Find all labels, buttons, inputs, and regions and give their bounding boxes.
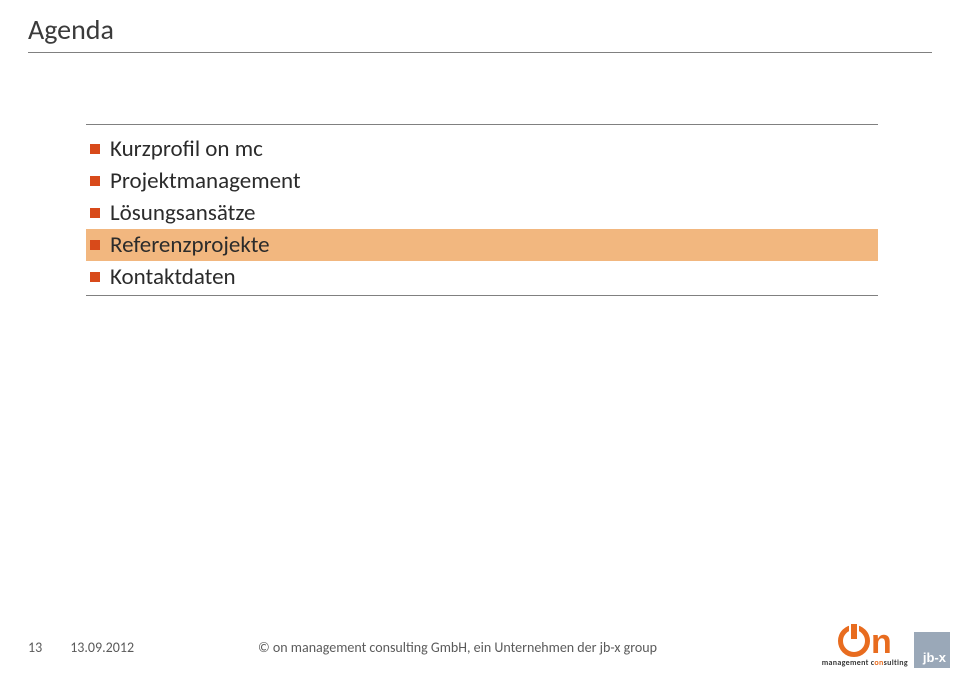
logo-jbx-label: jb-x — [923, 650, 946, 665]
square-bullet-icon — [90, 144, 100, 154]
logo-sub-post: sulting — [884, 658, 908, 668]
square-bullet-icon — [90, 208, 100, 218]
agenda-item: Projektmanagement — [86, 165, 878, 197]
list-divider-bottom — [86, 295, 878, 296]
agenda-item-label: Lösungsansätze — [110, 199, 255, 227]
agenda-item: Lösungsansätze — [86, 197, 878, 229]
logo-jbx: jb-x — [914, 632, 950, 668]
slide: Agenda Kurzprofil on mc Projektmanagemen… — [0, 0, 960, 674]
agenda-list: Kurzprofil on mc Projektmanagement Lösun… — [86, 124, 878, 296]
logo-subtitle: management consulting — [822, 658, 908, 668]
logo-on-mark: n — [838, 625, 892, 657]
footer-copyright: © on management consulting GmbH, ein Unt… — [258, 639, 657, 656]
agenda-item-label: Kurzprofil on mc — [110, 135, 263, 163]
footer: 13 13.09.2012 © on management consulting… — [28, 639, 932, 656]
list-divider-top — [86, 124, 878, 125]
agenda-item: Kurzprofil on mc — [86, 133, 878, 165]
agenda-item-label: Referenzprojekte — [110, 231, 270, 259]
agenda-item: Kontaktdaten — [86, 261, 878, 293]
title-divider — [28, 52, 932, 53]
square-bullet-icon — [90, 176, 100, 186]
page-title: Agenda — [28, 12, 114, 47]
footer-date: 13.09.2012 — [70, 639, 134, 656]
logo-on: n management consulting — [822, 625, 908, 668]
logo-sub-accent: on — [874, 658, 883, 668]
square-bullet-icon — [90, 272, 100, 282]
page-number: 13 — [28, 639, 42, 656]
agenda-item-label: Kontaktdaten — [110, 263, 236, 291]
square-bullet-icon — [90, 240, 100, 250]
logo-n-letter: n — [871, 627, 892, 657]
logo-sub-pre: management c — [822, 658, 875, 668]
agenda-item-active: Referenzprojekte — [86, 229, 878, 261]
logo-group: n management consulting jb-x — [822, 625, 950, 668]
agenda-item-label: Projektmanagement — [110, 167, 301, 195]
power-icon — [838, 625, 870, 657]
